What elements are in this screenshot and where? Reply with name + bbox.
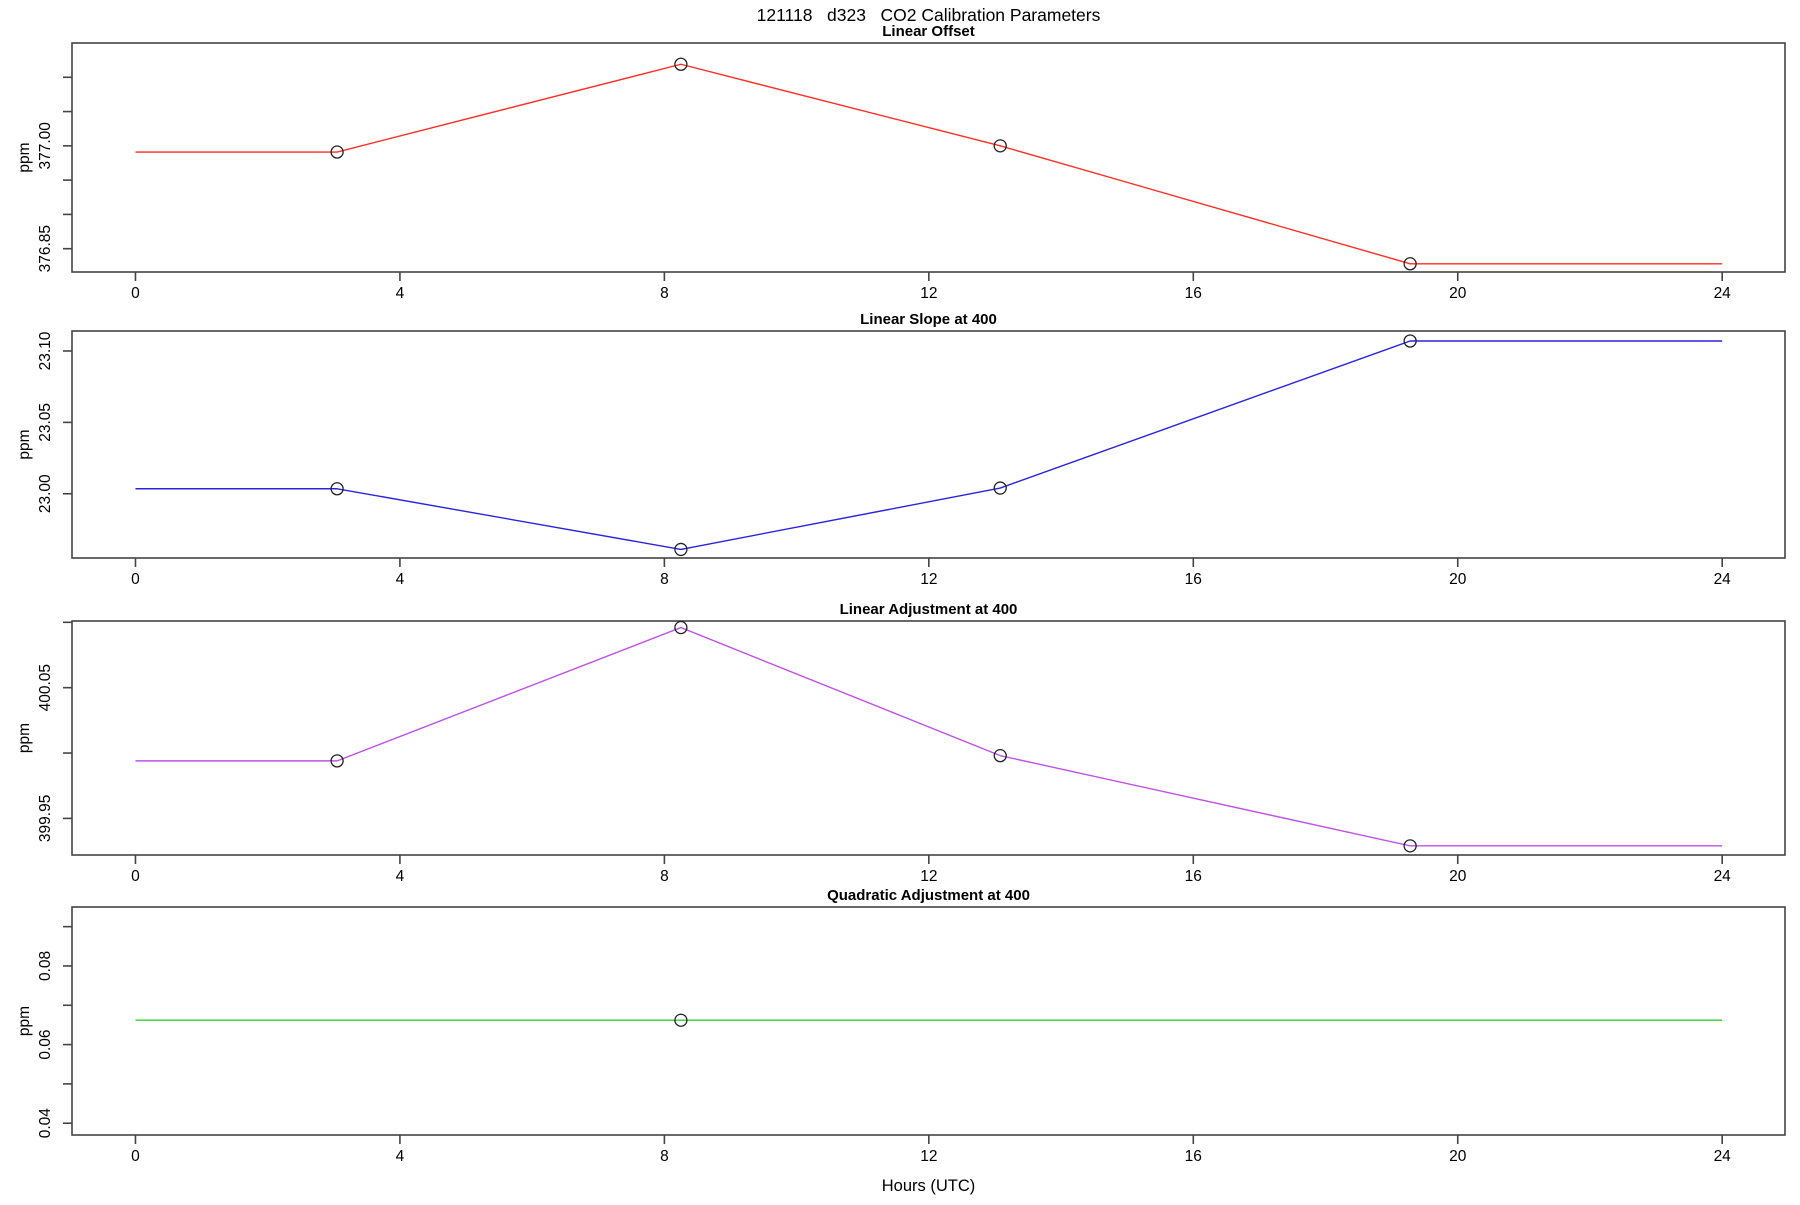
x-tick-label: 4 — [396, 571, 405, 588]
data-point-marker — [993, 139, 1007, 153]
x-tick-label: 24 — [1714, 571, 1732, 588]
data-point-marker — [1403, 257, 1417, 271]
data-point-marker — [674, 57, 688, 71]
x-tick-label: 20 — [1449, 285, 1467, 302]
panel-title: Linear Offset — [882, 23, 975, 40]
x-tick-label: 24 — [1714, 868, 1732, 885]
data-line — [135, 340, 1723, 551]
x-tick-label: 16 — [1185, 868, 1202, 885]
panel-3: Linear Adjustment at 400 400.05 399.95 ppm 0… — [16, 601, 1786, 885]
x-tick-label: 16 — [1185, 571, 1202, 588]
x-tick-label: 8 — [660, 571, 669, 588]
panel-title: Quadratic Adjustment at 400 — [827, 887, 1030, 904]
data-point-marker — [674, 542, 688, 557]
data-line — [135, 63, 1723, 265]
x-tick-label: 8 — [660, 1148, 669, 1165]
plot-box — [71, 42, 1786, 273]
y-tick-label: 23.05 — [37, 403, 54, 442]
y-tick-label: 377.00 — [37, 122, 54, 170]
data-point-marker — [330, 145, 344, 159]
x-tick-label: 0 — [131, 571, 140, 588]
data-point-marker — [1403, 839, 1417, 853]
data-point-marker — [1403, 334, 1417, 348]
y-tick-label: 399.95 — [37, 795, 54, 842]
x-tick-label: 16 — [1185, 1148, 1202, 1165]
chart-title: 121118 d323 CO2 Calibration Parameters — [757, 5, 1101, 25]
x-tick-label: 0 — [131, 1148, 140, 1165]
x-axis-title: Hours (UTC) — [882, 1177, 976, 1195]
x-tick-label: 16 — [1185, 285, 1202, 302]
x-tick-label: 8 — [660, 285, 669, 302]
x-tick-label: 20 — [1449, 868, 1467, 885]
y-tick-label: 23.10 — [37, 331, 54, 370]
plot-box — [71, 330, 1786, 559]
x-tick-label: 0 — [131, 868, 140, 885]
x-tick-label: 20 — [1449, 571, 1467, 588]
data-line — [135, 626, 1723, 847]
plot-box — [71, 906, 1786, 1136]
y-tick-label: 0.04 — [37, 1108, 54, 1139]
data-point-marker — [993, 481, 1007, 495]
x-tick-label: 12 — [920, 1148, 937, 1165]
data-point-marker — [993, 748, 1007, 763]
y-axis-label-ppm: ppm — [16, 142, 33, 172]
data-point-marker — [330, 754, 344, 768]
x-tick-label: 4 — [396, 285, 405, 302]
x-tick-label: 12 — [920, 571, 937, 588]
x-tick-label: 12 — [920, 868, 937, 885]
y-tick-label: 0.08 — [37, 951, 54, 981]
plot-box — [71, 620, 1786, 856]
y-tick-label: 400.05 — [37, 664, 54, 711]
y-axis-label-ppm: ppm — [16, 429, 33, 459]
x-tick-label: 4 — [396, 868, 405, 885]
panel-4: Quadratic Adjustment at 400 0.08 0.06 0.04 p… — [16, 887, 1786, 1195]
data-point-marker — [674, 620, 688, 635]
data-point-marker — [674, 1013, 688, 1027]
y-tick-label: 0.06 — [37, 1030, 54, 1060]
x-tick-label: 24 — [1714, 1148, 1732, 1165]
x-tick-label: 4 — [396, 1148, 405, 1165]
data-point-marker — [330, 482, 344, 496]
y-axis-label-ppm: ppm — [16, 1006, 33, 1036]
x-tick-label: 12 — [920, 285, 937, 302]
x-tick-label: 24 — [1714, 285, 1732, 302]
panel-title: Linear Slope at 400 — [860, 311, 997, 328]
y-tick-label: 376.85 — [37, 225, 54, 272]
panel-title: Linear Adjustment at 400 — [840, 601, 1018, 618]
y-tick-label: 23.00 — [37, 474, 54, 513]
x-tick-label: 20 — [1449, 1148, 1467, 1165]
x-tick-label: 0 — [131, 285, 140, 302]
x-tick-label: 8 — [660, 868, 669, 885]
y-axis-label-ppm: ppm — [16, 723, 33, 753]
panel-1: Linear Offset 377.00 376.85 ppm 0 4 8 12 16 20 24 — [16, 23, 1786, 302]
